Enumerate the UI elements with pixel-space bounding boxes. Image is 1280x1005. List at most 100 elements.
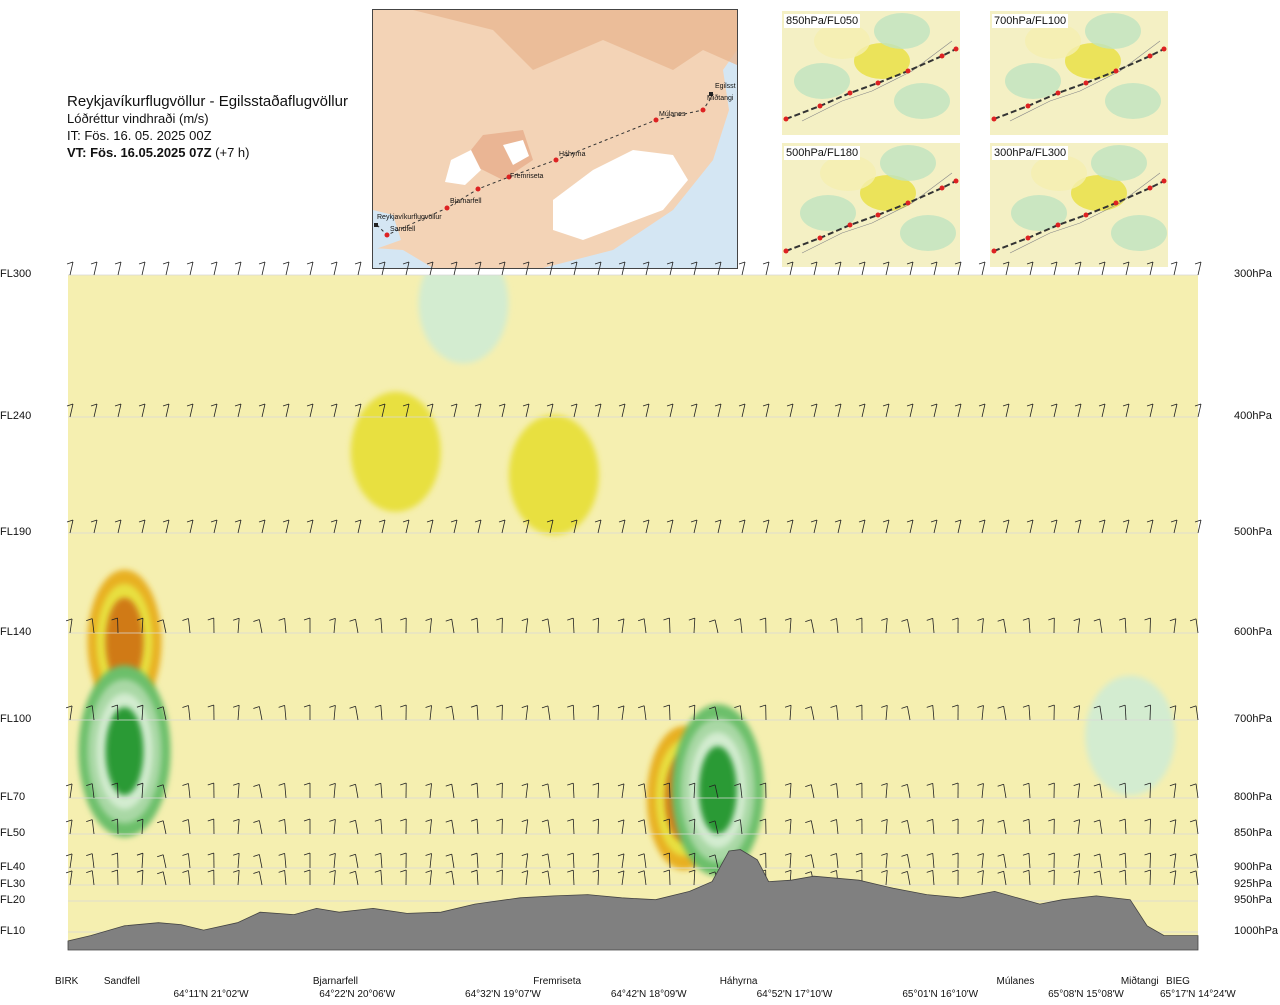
wind-barb-flag [784,852,792,856]
wind-barb-flag [400,782,407,786]
wind-barb [739,819,743,835]
wind-barb [188,819,191,835]
wind-barb [237,261,242,276]
wind-barb [1028,819,1031,835]
thumb-waypoint [783,248,789,254]
wind-barb [810,706,815,721]
wind-barb-flag [688,818,695,822]
wind-barb-flag [1022,869,1030,873]
wind-barb [141,705,144,721]
wind-barb [429,783,432,799]
wind-barb [1195,618,1199,634]
wind-barb-flag [162,403,170,407]
wind-barb-flag [978,261,986,265]
wind-barb [621,783,625,799]
wind-barb-flag [86,705,93,709]
wind-barb [861,403,866,418]
wind-barb [1195,853,1199,869]
wind-barb [907,820,911,835]
wind-barb [261,403,266,418]
wind-barb [907,619,911,634]
wind-barb [1197,261,1202,276]
wind-barb-flag [954,519,962,523]
thumb-coast [1009,40,1161,122]
wind-barb [476,618,479,634]
wind-barb-flag [805,706,812,710]
wind-barb-flag [234,261,242,265]
thumb-300-label: 300hPa/FL300 [992,146,1069,160]
wind-barb-flag [618,519,626,523]
wind-barb-flag [708,871,716,875]
wind-barb-flag [541,819,549,823]
wind-barb-flag [402,519,410,523]
velocity-feature-3-mid_green [671,704,764,877]
thumb-700-map [991,13,1167,122]
wind-barb [188,853,191,869]
wind-barb [501,519,506,534]
wind-barb [162,820,167,835]
wind-barb-flag [329,870,336,873]
wind-barb-flag [881,852,888,856]
wind-barb-flag [182,853,189,856]
wind-barb-flag [810,403,818,407]
wind-barb-flag [114,261,122,265]
wind-barb [1195,870,1199,886]
wind-barb [91,783,95,799]
wind-barb-flag [1170,519,1178,523]
wind-barb-flag [926,818,933,822]
wind-barb [188,870,191,886]
wind-barb-flag [592,617,599,621]
map-label-0: Reykjavíkurflugvöllur [377,214,442,221]
wind-barb [885,819,888,835]
right-axis-label-9: 950hPa [1234,894,1272,906]
wind-barb [380,705,383,721]
coordinate-label-7: 65°17'N 14°24'W [1160,989,1236,1000]
wind-barb-flag [1002,403,1010,407]
waypoint-label-0: BIRK [55,976,79,987]
wind-barb-flag [111,869,118,873]
coordinate-label-4: 64°52'N 17°10'W [756,989,833,1000]
wind-barb-flag [303,869,311,873]
wind-barb [861,519,866,534]
wind-barb-flag [278,853,285,856]
thumb-blob [1091,145,1147,181]
wind-barb-flag [207,782,214,786]
wind-barb [741,261,746,276]
wind-barb [1149,853,1151,869]
wind-barb-flag [1050,403,1058,407]
wind-barb-flag [349,618,356,622]
wind-barb [162,784,167,799]
wind-barb-flag [234,403,242,407]
wind-barb [885,705,888,721]
wind-barb-flag [400,818,407,822]
wind-barb-flag [805,619,812,623]
wind-barb-flag [805,854,812,858]
wind-barb-flag [470,704,478,708]
wind-barb-flag [425,870,432,873]
wind-barb [237,853,240,869]
wind-barb [189,403,194,418]
wind-barb-flag [805,871,812,875]
wind-barb [525,618,529,634]
wind-barb-flag [901,854,908,857]
wind-barb [813,519,818,534]
wind-barb [355,706,359,721]
wind-barb [836,870,839,886]
wind-barb [669,705,671,721]
wind-barb-flag [210,261,218,265]
wind-barb-flag [329,819,336,822]
wind-barb-flag [1073,705,1080,708]
wind-barb [547,819,551,835]
wind-barb-flag [66,403,74,407]
wind-barb-flag [374,704,381,708]
wind-barb-flag [881,704,888,708]
wind-barb [932,853,935,869]
wind-barb [1173,870,1177,886]
wind-barb-flag [855,852,863,856]
wind-barb-flag [734,618,741,621]
thumb-waypoint [905,68,911,74]
wind-barb-flag [496,704,503,708]
wind-barb-flag [374,852,381,856]
wind-barb-flag [1144,818,1151,822]
wind-barb [1101,519,1106,534]
